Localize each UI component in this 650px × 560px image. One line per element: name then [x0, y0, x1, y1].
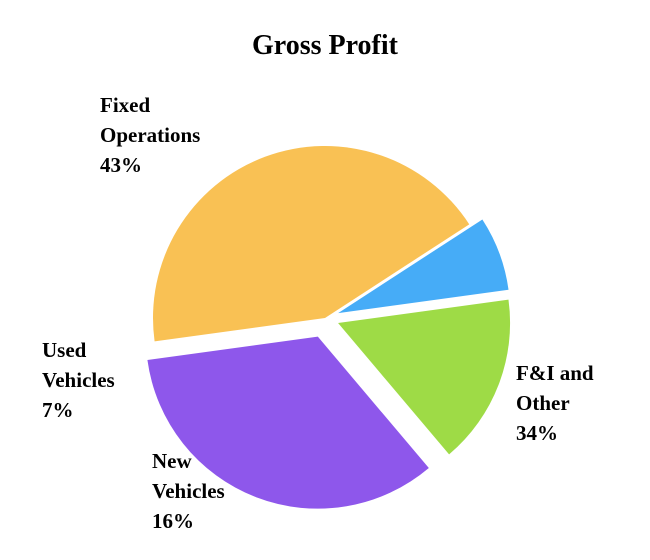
- pie-slices: [147, 145, 511, 509]
- pie-slice-f-i-and-other: [147, 336, 429, 509]
- slice-label-f-i-and-other: F&I and Other 34%: [516, 361, 594, 445]
- slice-label-used-vehicles: Used Vehicles 7%: [42, 338, 115, 422]
- pie-slice-fixed-operations: [152, 145, 470, 342]
- slice-label-new-vehicles: New Vehicles 16%: [152, 449, 225, 533]
- pie-slice-used-vehicles: [338, 219, 509, 314]
- chart-title: Gross Profit: [252, 30, 399, 61]
- pie-slice-new-vehicles: [338, 299, 511, 455]
- slice-labels: Fixed Operations 43% F&I and Other 34% New Vehi…: [42, 93, 594, 533]
- slice-label-fixed-operations: Fixed Operations 43%: [100, 93, 200, 177]
